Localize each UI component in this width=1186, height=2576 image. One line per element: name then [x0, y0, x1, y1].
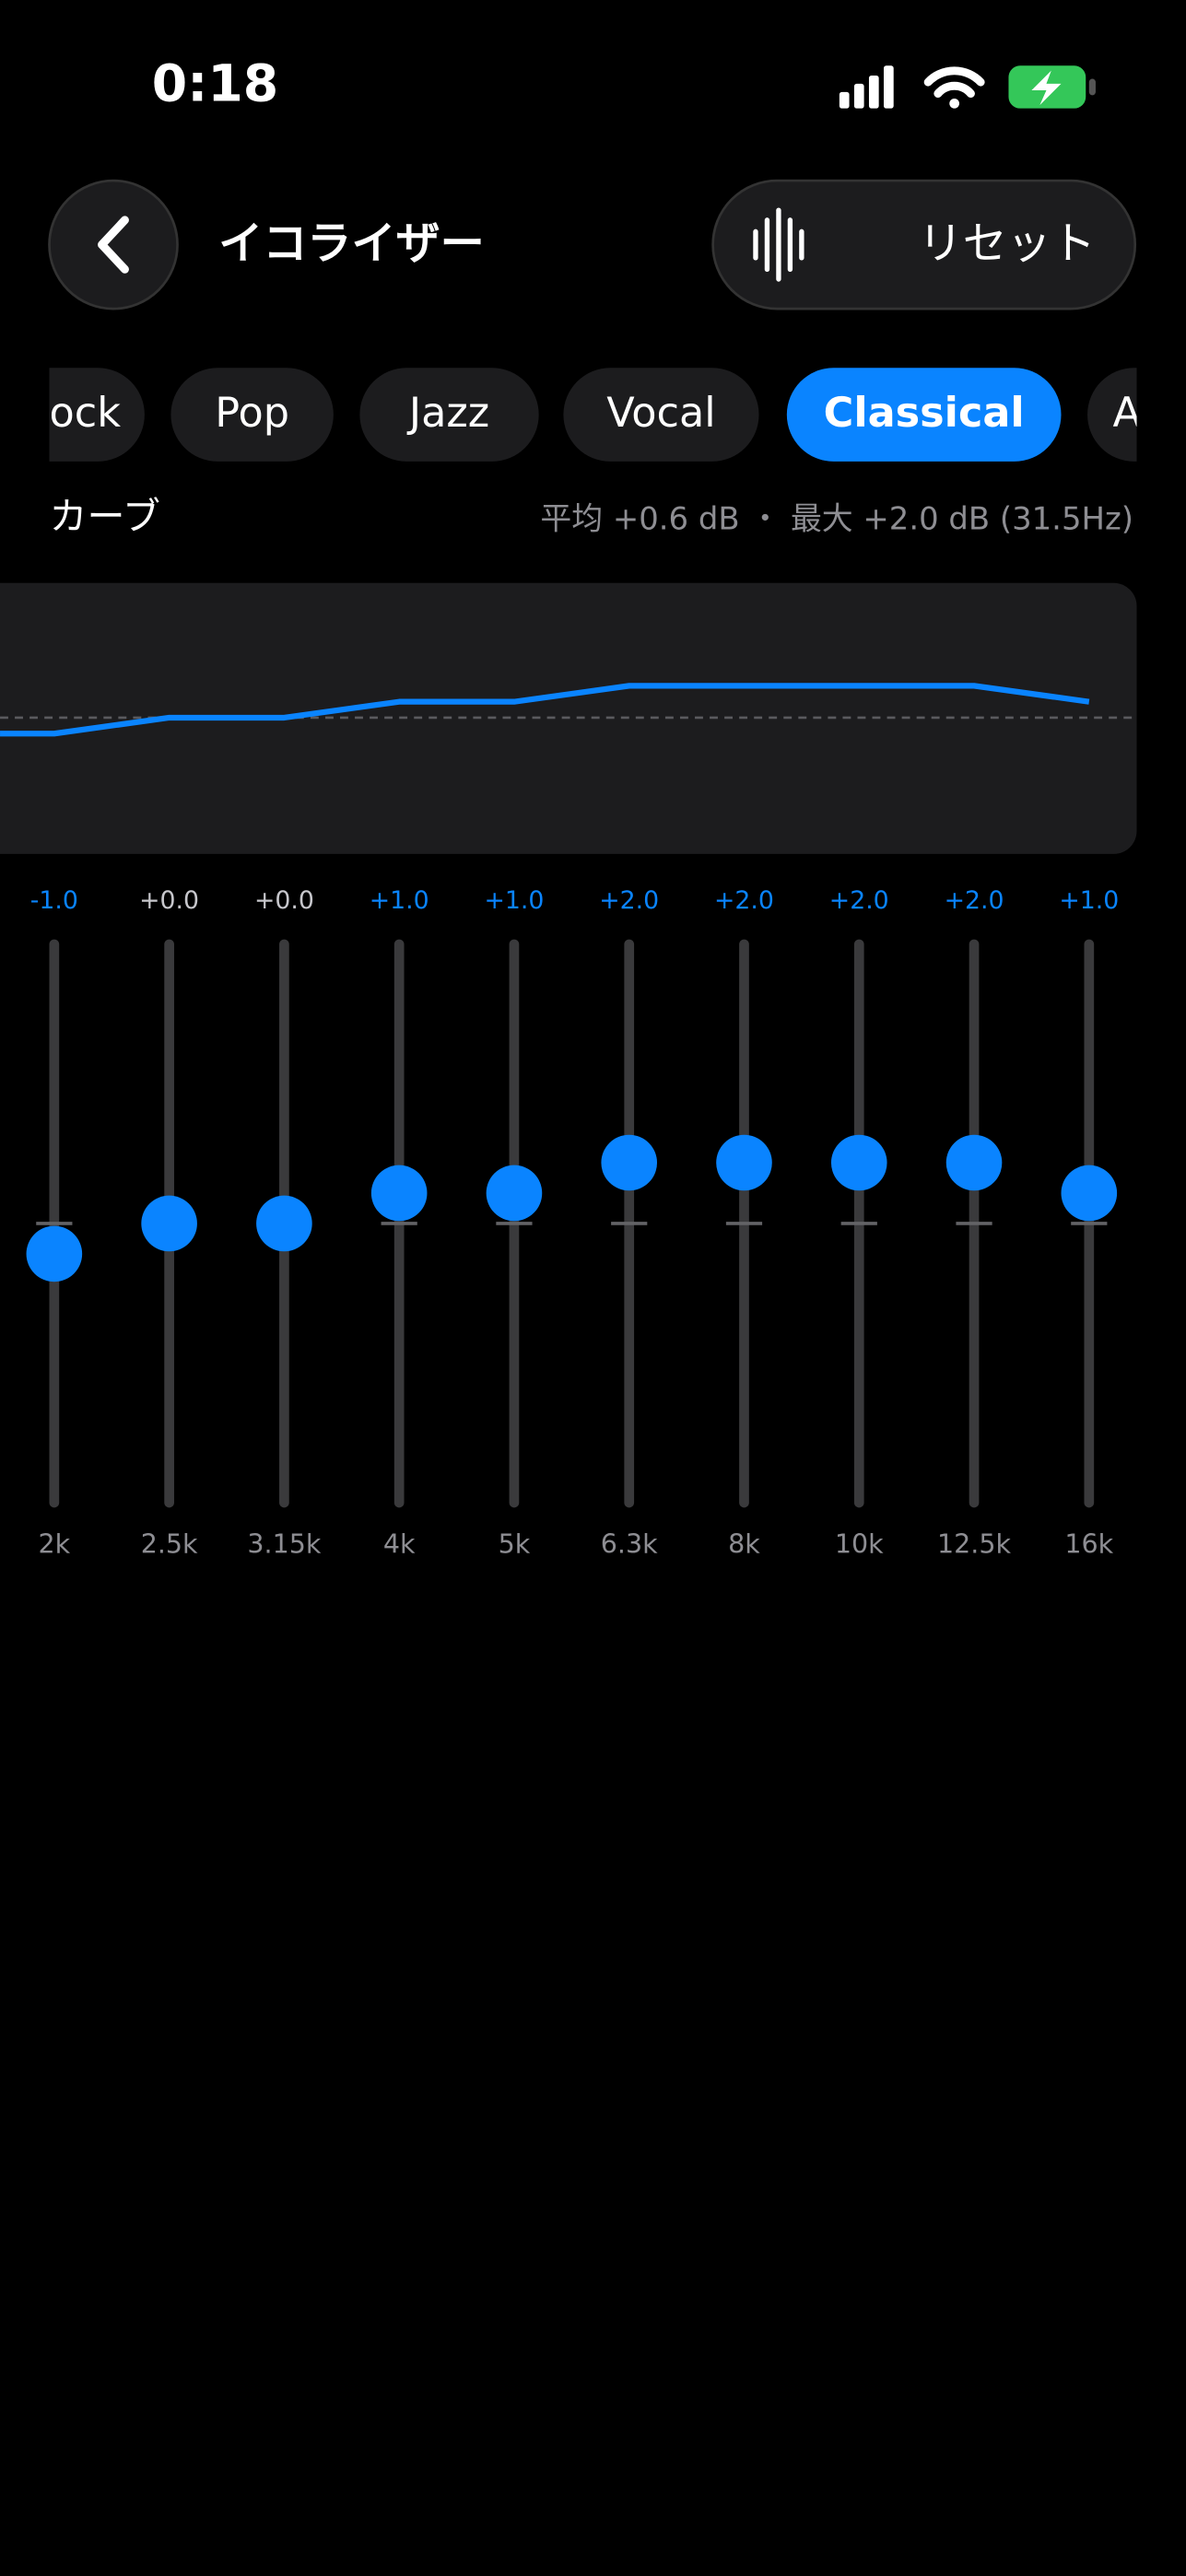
preset-chip[interactable]	[1087, 368, 1186, 462]
band-frequency: 12.5k	[937, 1528, 1011, 1559]
preset-chip[interactable]	[359, 368, 539, 462]
slider-thumb[interactable]	[1061, 1165, 1118, 1222]
band-gain-label: +2.0	[829, 886, 889, 915]
eq-curve	[0, 683, 1090, 737]
slider-thumb[interactable]	[256, 1195, 312, 1252]
slider-thumb[interactable]	[26, 1225, 83, 1282]
slider-thumb[interactable]	[830, 1134, 887, 1191]
slider-thumb[interactable]	[601, 1134, 658, 1191]
band-gain-label: +1.0	[370, 886, 429, 915]
curve-stats: 平均 +0.6 dB ・ 最大 +2.0 dB (31.5Hz)	[540, 501, 1133, 537]
band-frequency: 16k	[1064, 1528, 1113, 1559]
band-gain-label: +2.0	[599, 886, 659, 915]
band-frequency: 3.15k	[247, 1528, 321, 1559]
band-frequency: 5k	[499, 1528, 531, 1559]
preset-chip[interactable]	[170, 368, 334, 462]
preset-label: Jazz	[406, 389, 489, 437]
back-button[interactable]	[48, 179, 179, 310]
curve-label: カーブ	[49, 494, 160, 538]
preset-label: Vocal	[606, 389, 715, 437]
band-gain-label: +1.0	[484, 886, 544, 915]
preset-label: Classical	[824, 389, 1025, 437]
band-gain-label: +0.0	[254, 886, 314, 915]
slider-thumb[interactable]	[945, 1134, 1003, 1191]
eq-bands: -1.0 2k +0.0 2.5k +0.0 3.15k +1.0 4k +1.0 5k +2.0 6…	[0, 683, 1119, 1559]
status-time: 0:18	[152, 55, 278, 114]
band-frequency: 6.3k	[601, 1528, 658, 1559]
preset-chip[interactable]	[786, 368, 1062, 462]
band-frequency: 4k	[383, 1528, 416, 1559]
waveform-icon	[753, 207, 804, 282]
slider-thumb[interactable]	[141, 1195, 197, 1252]
signal-icon	[839, 65, 894, 109]
preset-label: Pop	[215, 389, 289, 437]
band-frequency: 2.5k	[141, 1528, 198, 1559]
reset-button[interactable]	[711, 179, 1137, 310]
preset-chips: ock Pop Jazz Vocal Classical A	[0, 368, 1186, 462]
band-gain-label: -1.0	[30, 886, 78, 915]
band-frequency: 2k	[39, 1528, 71, 1559]
screen-title: イコライザー	[218, 217, 485, 269]
slider-thumb[interactable]	[370, 1165, 428, 1222]
battery-icon	[1008, 65, 1096, 109]
band-frequency: 8k	[728, 1528, 760, 1559]
band-frequency: 10k	[835, 1528, 884, 1559]
reset-label: リセット	[918, 217, 1095, 269]
band-gain-label: +0.0	[139, 886, 199, 915]
band-gain-label: +2.0	[714, 886, 774, 915]
slider-thumb[interactable]	[486, 1165, 543, 1222]
preset-label: A	[1113, 389, 1142, 437]
wifi-icon	[923, 66, 985, 109]
back-icon	[98, 216, 129, 274]
band-gain-label: +1.0	[1059, 886, 1119, 915]
slider-thumb[interactable]	[716, 1134, 772, 1191]
preset-chip[interactable]	[563, 368, 759, 462]
band-gain-label: +2.0	[945, 886, 1004, 915]
preset-chip[interactable]	[0, 368, 145, 462]
preset-label: ock	[49, 389, 121, 437]
